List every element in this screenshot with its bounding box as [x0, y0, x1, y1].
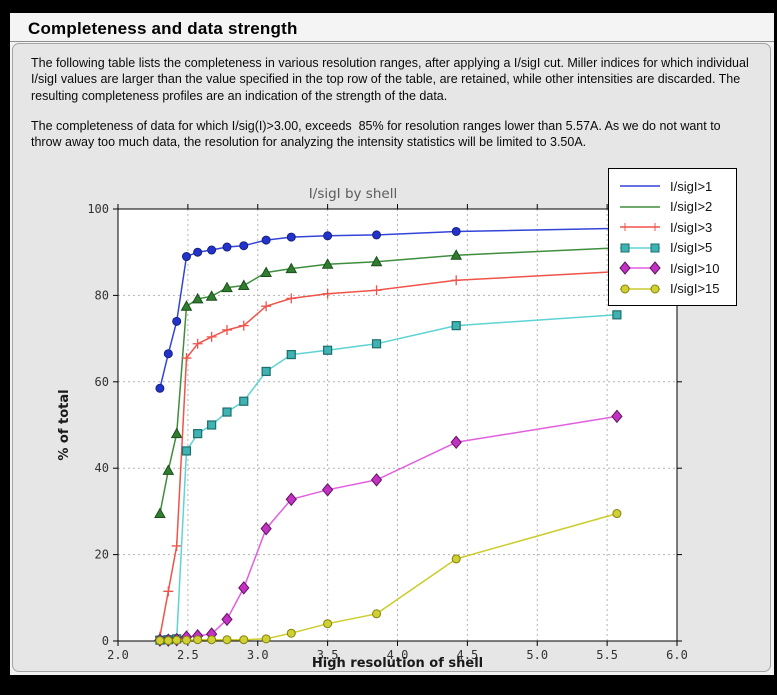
paragraph-resolution-cutoff: The completeness of data for which I/sig…: [31, 118, 725, 150]
page-title: Completeness and data strength: [28, 19, 298, 38]
content-panel: The following table lists the completene…: [12, 43, 771, 672]
app-window: Completeness and data strength The follo…: [10, 13, 774, 675]
paragraph-completeness-intro: The following table lists the completene…: [31, 56, 753, 103]
page-header: Completeness and data strength: [10, 13, 774, 42]
